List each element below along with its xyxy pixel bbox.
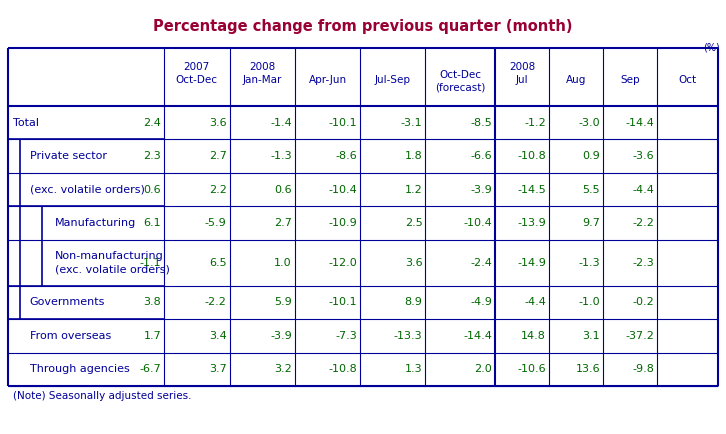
Text: (exc. volatile orders): (exc. volatile orders) bbox=[55, 265, 170, 275]
Text: -4.4: -4.4 bbox=[524, 297, 546, 307]
Text: Jan-Mar: Jan-Mar bbox=[242, 75, 282, 85]
Text: 5.5: 5.5 bbox=[582, 184, 600, 194]
Text: -9.8: -9.8 bbox=[632, 364, 654, 374]
Text: Total: Total bbox=[13, 118, 39, 128]
Text: Manufacturing: Manufacturing bbox=[55, 218, 136, 228]
Text: 3.1: 3.1 bbox=[582, 331, 600, 341]
Text: 14.8: 14.8 bbox=[521, 331, 546, 341]
Text: -3.1: -3.1 bbox=[401, 118, 423, 128]
Text: 3.6: 3.6 bbox=[209, 118, 227, 128]
Text: -1.3: -1.3 bbox=[270, 151, 292, 161]
Text: 9.7: 9.7 bbox=[582, 218, 600, 228]
Text: 2008: 2008 bbox=[249, 62, 275, 72]
Text: 13.6: 13.6 bbox=[576, 364, 600, 374]
Text: -10.1: -10.1 bbox=[329, 297, 357, 307]
Text: -6.6: -6.6 bbox=[470, 151, 492, 161]
Text: Non-manufacturing: Non-manufacturing bbox=[55, 251, 163, 261]
Text: From overseas: From overseas bbox=[30, 331, 111, 341]
Text: Percentage change from previous quarter (month): Percentage change from previous quarter … bbox=[153, 19, 573, 34]
Text: 1.0: 1.0 bbox=[274, 258, 292, 268]
Text: (exc. volatile orders): (exc. volatile orders) bbox=[30, 184, 144, 194]
Text: -12.0: -12.0 bbox=[328, 258, 357, 268]
Text: Private sector: Private sector bbox=[30, 151, 107, 161]
Text: -8.6: -8.6 bbox=[335, 151, 357, 161]
Text: -3.9: -3.9 bbox=[470, 184, 492, 194]
Text: -14.9: -14.9 bbox=[517, 258, 546, 268]
Text: Jul-Sep: Jul-Sep bbox=[375, 75, 411, 85]
Text: Jul: Jul bbox=[515, 75, 529, 85]
Text: -5.9: -5.9 bbox=[205, 218, 227, 228]
Text: -14.5: -14.5 bbox=[517, 184, 546, 194]
Text: -7.3: -7.3 bbox=[335, 331, 357, 341]
Text: -10.8: -10.8 bbox=[517, 151, 546, 161]
Text: 1.3: 1.3 bbox=[405, 364, 423, 374]
Text: 3.6: 3.6 bbox=[405, 258, 423, 268]
Text: 3.7: 3.7 bbox=[209, 364, 227, 374]
Text: -3.6: -3.6 bbox=[632, 151, 654, 161]
Text: 2.2: 2.2 bbox=[208, 184, 227, 194]
Text: -10.4: -10.4 bbox=[328, 184, 357, 194]
Text: -2.4: -2.4 bbox=[470, 258, 492, 268]
Text: 3.2: 3.2 bbox=[274, 364, 292, 374]
Text: 3.4: 3.4 bbox=[209, 331, 227, 341]
Text: -14.4: -14.4 bbox=[625, 118, 654, 128]
Text: Sep: Sep bbox=[620, 75, 640, 85]
Text: -3.0: -3.0 bbox=[579, 118, 600, 128]
Text: Oct-Dec: Oct-Dec bbox=[439, 70, 481, 80]
Text: 2.0: 2.0 bbox=[474, 364, 492, 374]
Text: Governments: Governments bbox=[30, 297, 105, 307]
Text: -6.7: -6.7 bbox=[139, 364, 161, 374]
Text: 2.7: 2.7 bbox=[274, 218, 292, 228]
Text: -10.6: -10.6 bbox=[518, 364, 546, 374]
Text: 2.5: 2.5 bbox=[404, 218, 423, 228]
Text: 2008: 2008 bbox=[509, 62, 535, 72]
Text: -1.1: -1.1 bbox=[139, 258, 161, 268]
Text: -1.3: -1.3 bbox=[579, 258, 600, 268]
Text: -13.3: -13.3 bbox=[393, 331, 423, 341]
Text: 2.7: 2.7 bbox=[208, 151, 227, 161]
Text: (%): (%) bbox=[703, 42, 720, 52]
Text: -1.0: -1.0 bbox=[579, 297, 600, 307]
Text: -2.3: -2.3 bbox=[632, 258, 654, 268]
Text: 8.9: 8.9 bbox=[404, 297, 423, 307]
Text: 0.9: 0.9 bbox=[582, 151, 600, 161]
Text: -10.1: -10.1 bbox=[329, 118, 357, 128]
Text: -4.9: -4.9 bbox=[470, 297, 492, 307]
Text: (forecast): (forecast) bbox=[435, 82, 486, 92]
Text: 6.5: 6.5 bbox=[209, 258, 227, 268]
Text: 2.4: 2.4 bbox=[143, 118, 161, 128]
Text: 1.7: 1.7 bbox=[144, 331, 161, 341]
Text: -10.8: -10.8 bbox=[328, 364, 357, 374]
Text: Through agencies: Through agencies bbox=[30, 364, 130, 374]
Text: -8.5: -8.5 bbox=[470, 118, 492, 128]
Text: -37.2: -37.2 bbox=[625, 331, 654, 341]
Text: -13.9: -13.9 bbox=[517, 218, 546, 228]
Text: -10.9: -10.9 bbox=[328, 218, 357, 228]
Text: -10.4: -10.4 bbox=[463, 218, 492, 228]
Text: 3.8: 3.8 bbox=[144, 297, 161, 307]
Text: Oct-Dec: Oct-Dec bbox=[176, 75, 218, 85]
Text: -2.2: -2.2 bbox=[205, 297, 227, 307]
Text: Oct: Oct bbox=[678, 75, 696, 85]
Text: -3.9: -3.9 bbox=[270, 331, 292, 341]
Text: 0.6: 0.6 bbox=[144, 184, 161, 194]
Text: -1.2: -1.2 bbox=[524, 118, 546, 128]
Text: 2.3: 2.3 bbox=[144, 151, 161, 161]
Text: Apr-Jun: Apr-Jun bbox=[309, 75, 346, 85]
Text: -14.4: -14.4 bbox=[463, 331, 492, 341]
Text: 0.6: 0.6 bbox=[274, 184, 292, 194]
Text: 5.9: 5.9 bbox=[274, 297, 292, 307]
Text: 6.1: 6.1 bbox=[144, 218, 161, 228]
Text: -2.2: -2.2 bbox=[632, 218, 654, 228]
Text: (Note) Seasonally adjusted series.: (Note) Seasonally adjusted series. bbox=[13, 391, 192, 401]
Text: Aug: Aug bbox=[566, 75, 586, 85]
Text: 1.8: 1.8 bbox=[404, 151, 423, 161]
Text: -1.4: -1.4 bbox=[270, 118, 292, 128]
Text: 2007: 2007 bbox=[184, 62, 210, 72]
Text: -0.2: -0.2 bbox=[632, 297, 654, 307]
Text: 1.2: 1.2 bbox=[404, 184, 423, 194]
Text: -4.4: -4.4 bbox=[632, 184, 654, 194]
